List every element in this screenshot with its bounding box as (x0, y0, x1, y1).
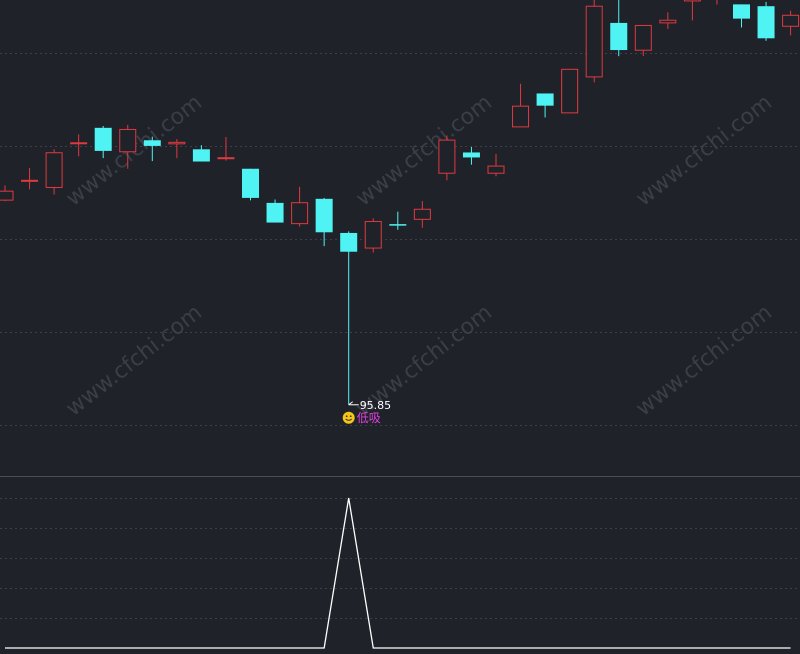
candle-body (0, 190, 14, 201)
candle (45, 149, 63, 195)
candle-body (119, 128, 137, 153)
candle (192, 145, 210, 162)
indicator-layer (5, 497, 791, 649)
watermark-layer: www.cfchi.com www.cfchi.com www.cfchi.com w… (62, 90, 777, 421)
candle-body (389, 224, 407, 226)
candle (168, 139, 186, 159)
candle-body (413, 208, 431, 220)
candle-body (733, 4, 750, 19)
candle (315, 197, 333, 247)
candle-body (364, 220, 382, 249)
candle-body (340, 232, 358, 252)
watermark-text: www.cfchi.com (62, 300, 207, 421)
watermark-text: www.cfchi.com (632, 90, 777, 211)
candle-body (291, 202, 309, 225)
grid-layer (0, 53, 800, 619)
candle (70, 134, 88, 157)
candle-body (512, 105, 530, 128)
candle (634, 24, 652, 56)
candle-body (462, 152, 480, 158)
candle-body (487, 165, 505, 174)
candle (610, 0, 628, 57)
candle-body (536, 93, 554, 106)
candle (242, 168, 259, 201)
watermark-text: www.cfchi.com (632, 300, 777, 421)
candle-body (242, 168, 259, 198)
candle-body (192, 149, 210, 162)
candle (487, 153, 505, 177)
candle-body (438, 139, 456, 174)
signal-label: 低吸 (357, 411, 381, 425)
candles-layer (0, 0, 800, 405)
candle (462, 147, 480, 165)
candle-body (659, 19, 677, 24)
candle (716, 0, 718, 5)
candle-body (561, 68, 579, 114)
low-price-label: 95.85 (360, 399, 392, 412)
candle-body (683, 0, 701, 2)
candle (217, 137, 235, 161)
candle (340, 231, 358, 405)
candle (0, 185, 14, 202)
candle (291, 186, 309, 227)
candle (389, 211, 407, 230)
candle-body (45, 152, 63, 188)
candle (266, 199, 284, 223)
candle (143, 136, 161, 162)
candle (413, 201, 431, 228)
smiley-icon (342, 411, 355, 424)
candle (683, 0, 701, 21)
candle-body (585, 5, 603, 78)
candle-body (21, 179, 39, 182)
candle (94, 126, 112, 159)
candle-body (94, 127, 112, 151)
candle (438, 135, 456, 181)
indicator-line (5, 497, 791, 649)
candle (733, 4, 750, 28)
candle (21, 168, 39, 190)
candle-body (610, 22, 628, 51)
candle-body (217, 157, 235, 160)
candle-body (70, 142, 88, 145)
candle-body (266, 202, 284, 223)
candle-body (143, 140, 161, 146)
candle-body (782, 14, 800, 27)
candle-body (634, 24, 652, 51)
candle (757, 1, 775, 41)
candle-body (315, 198, 333, 233)
candle (659, 12, 677, 30)
candle (119, 124, 137, 169)
candle (561, 68, 579, 114)
candle (782, 10, 800, 36)
candle (585, 0, 603, 83)
candle-body (757, 6, 775, 39)
watermark-text: www.cfchi.com (352, 90, 497, 211)
candle (512, 83, 530, 128)
candle-body (168, 141, 186, 145)
candle (536, 93, 554, 118)
candle (364, 218, 382, 253)
